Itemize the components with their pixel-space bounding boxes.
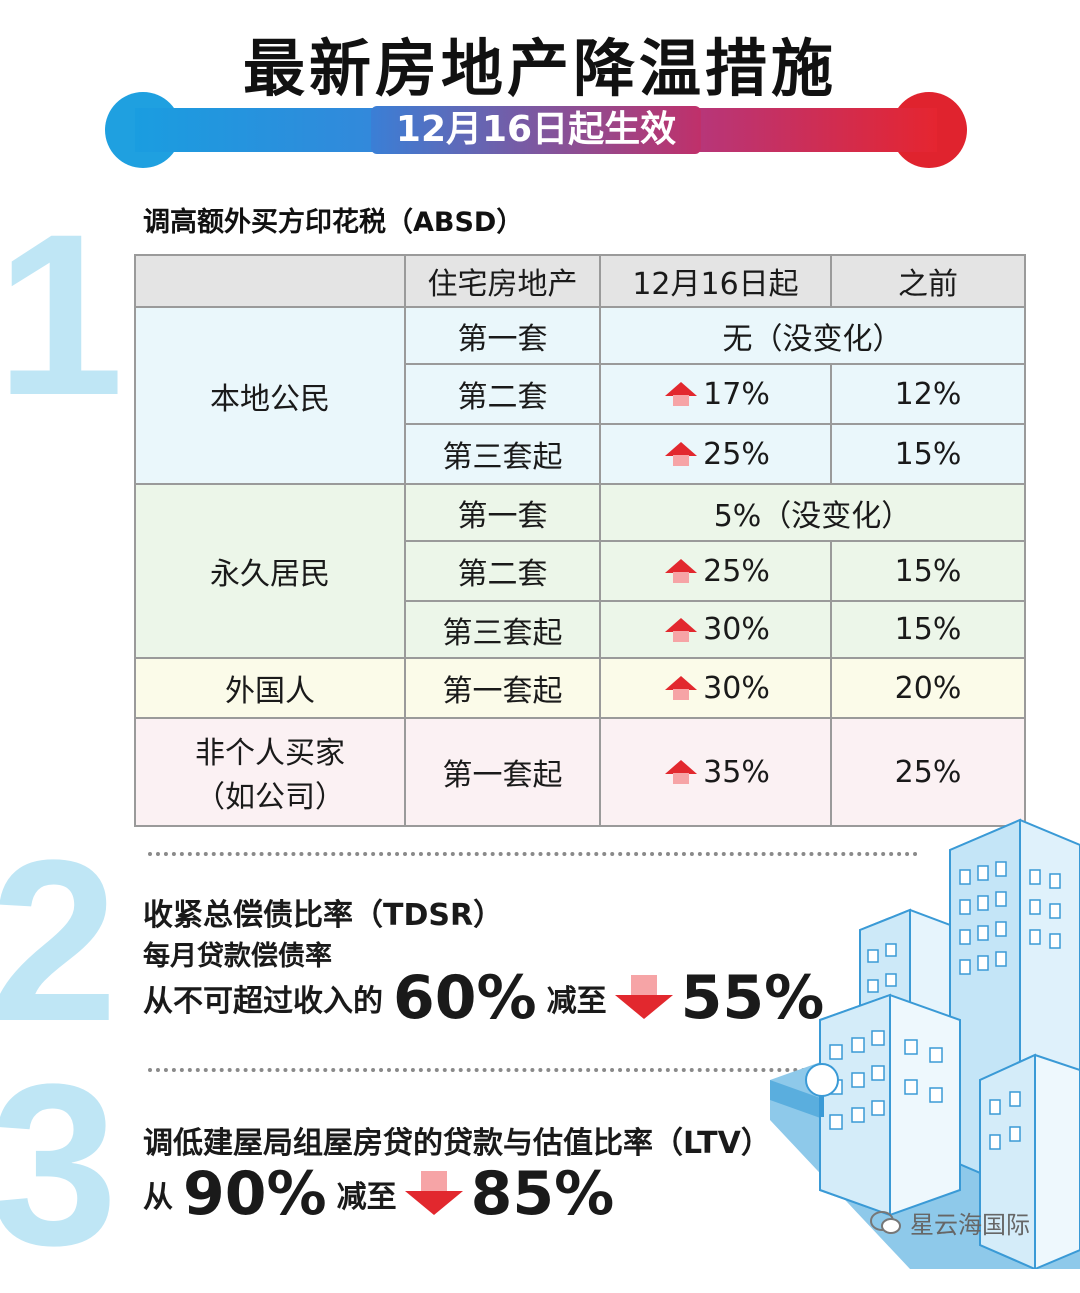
table-row: 永久居民 第一套 5%（没变化） (134, 483, 1026, 659)
section2-connector: 减至 (546, 984, 607, 1019)
row-new-rate: 30% (599, 657, 832, 719)
group-label-entity: 非个人买家 （如公司） (134, 717, 406, 827)
row-new-rate: 17% (599, 363, 832, 425)
row-item: 第一套起 (404, 657, 601, 719)
dotted-divider (148, 852, 918, 856)
row-item: 第一套 (404, 306, 601, 365)
row-old-rate: 25% (830, 717, 1026, 827)
table-header-row: 住宅房地产 12月16日起 之前 (134, 254, 1026, 308)
decrease-arrow-icon (614, 975, 673, 1021)
section3-change: 从 90% 减至 85% (143, 1159, 624, 1229)
section-number-1: 1 (0, 186, 124, 443)
table-header-property: 住宅房地产 (404, 254, 601, 308)
effective-date: 12月16日起生效 (395, 109, 677, 150)
table-row: 非个人买家 （如公司） 第一套起 35% 25% (134, 717, 1026, 827)
section2-change: 从不可超过收入的 60% 减至 55% (143, 963, 834, 1033)
absd-table: 住宅房地产 12月16日起 之前 本地公民 第一套 无（没变化） 第二套 17%… (134, 254, 1026, 827)
table-header-blank (134, 254, 406, 308)
table-row: 第二套 25% 15% (135, 540, 1026, 602)
increase-arrow-icon (661, 760, 701, 786)
increase-arrow-icon (661, 559, 701, 585)
table-row: 第三套起 30% 15% (135, 600, 1026, 659)
section2-subtitle: 每月贷款偿债率 (143, 941, 332, 972)
new-rate-value: 30% (703, 670, 770, 706)
new-rate-value: 25% (703, 436, 770, 472)
table-header-before: 之前 (830, 254, 1026, 308)
table-row: 第二套 17% 12% (135, 363, 1026, 425)
section3-title: 调低建屋局组屋房贷的贷款与估值比率（LTV） (143, 1126, 771, 1161)
increase-arrow-icon (661, 442, 701, 468)
row-new-rate: 35% (599, 717, 832, 827)
section-number-3: 3 (0, 1036, 118, 1293)
section3-connector: 减至 (336, 1180, 397, 1215)
row-old-rate: 15% (830, 600, 1026, 659)
increase-arrow-icon (661, 676, 701, 702)
group-label-foreigner: 外国人 (134, 657, 406, 719)
row-item: 第三套起 (404, 423, 601, 485)
ribbon-pill (371, 106, 701, 154)
row-item: 第二套 (404, 363, 601, 425)
row-old-rate: 12% (830, 363, 1026, 425)
table-header-from-date: 12月16日起 (599, 254, 832, 308)
row-item: 第一套 (404, 483, 601, 542)
new-rate-value: 25% (703, 553, 770, 589)
new-rate-value: 35% (703, 754, 770, 790)
table-row: 外国人 第一套起 30% 20% (134, 657, 1026, 719)
row-old-rate: 20% (830, 657, 1026, 719)
group-label-pr: 永久居民 (134, 483, 406, 659)
increase-arrow-icon (661, 382, 701, 408)
date-ribbon: 12月16日起生效 (105, 92, 967, 168)
section2-prefix: 从不可超过收入的 (143, 984, 383, 1019)
new-rate-value: 17% (703, 376, 770, 412)
section2-to-value: 55% (680, 963, 825, 1033)
new-rate-value: 30% (703, 612, 770, 647)
table-row: 本地公民 第一套 无（没变化） (134, 306, 1026, 485)
row-new-rate: 30% (599, 600, 832, 659)
row-merged-value: 5%（没变化） (599, 483, 1026, 542)
buildings-illustration (770, 818, 1080, 1269)
row-item: 第二套 (404, 540, 601, 602)
section2-from-value: 60% (393, 963, 537, 1033)
watermark-text: 星云海国际 (910, 1211, 1030, 1239)
table-row: 第三套起 25% 15% (135, 423, 1026, 485)
wechat-icon (870, 1210, 901, 1234)
row-old-rate: 15% (830, 423, 1026, 485)
section3-prefix: 从 (143, 1180, 173, 1215)
section3-to-value: 85% (470, 1159, 615, 1229)
entity-label-line1: 非个人买家 (195, 736, 345, 771)
page-title: 最新房地产降温措施 (242, 32, 837, 105)
row-new-rate: 25% (599, 423, 832, 485)
section3-from-value: 90% (183, 1159, 327, 1229)
row-item: 第一套起 (404, 717, 601, 827)
section1-title: 调高额外买方印花税（ABSD） (143, 207, 524, 238)
row-new-rate: 25% (599, 540, 832, 602)
section2-title: 收紧总偿债比率（TDSR） (143, 898, 504, 933)
section-number-2: 2 (0, 812, 118, 1069)
dotted-divider (148, 1068, 838, 1072)
row-item: 第三套起 (404, 600, 601, 659)
watermark: 星云海国际 (870, 1205, 1030, 1240)
row-merged-value: 无（没变化） (599, 306, 1026, 365)
row-old-rate: 15% (830, 540, 1026, 602)
group-label-citizen: 本地公民 (134, 306, 406, 485)
increase-arrow-icon (661, 617, 701, 644)
entity-label-line2: （如公司） (195, 780, 345, 815)
decrease-arrow-icon (404, 1171, 463, 1217)
